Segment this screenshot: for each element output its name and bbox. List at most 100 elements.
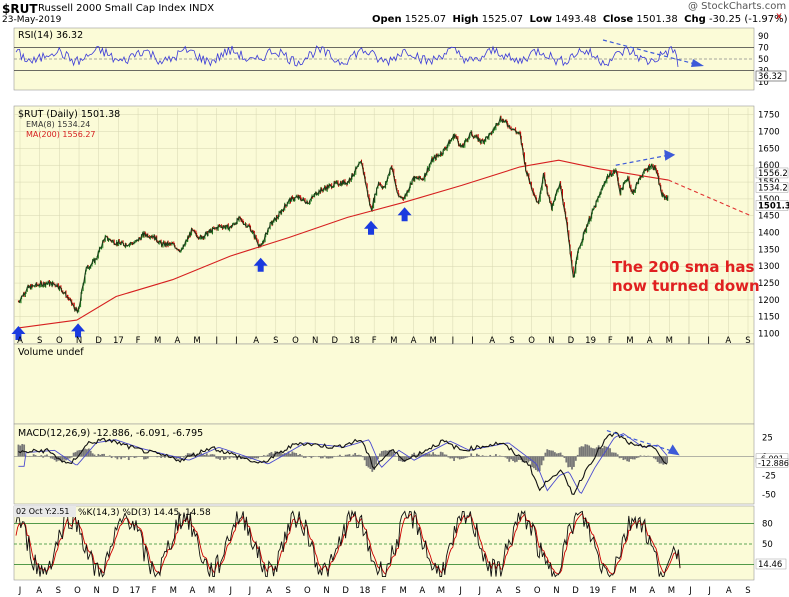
rsi-y-tick: 50 (758, 55, 769, 65)
price-x-tick: J (214, 336, 218, 346)
stoch-x-tick: 17 (130, 586, 141, 596)
price-x-tick: D (95, 336, 102, 346)
stoch-x-tick: M (438, 586, 445, 596)
stoch-panel (13, 505, 755, 581)
price-x-tick: A (489, 336, 495, 346)
stoch-x-tick: J (248, 586, 252, 596)
price-x-tick: O (292, 336, 299, 346)
price-x-tick: M (666, 336, 673, 346)
stoch-x-tick: M (208, 586, 215, 596)
price-y-tick: 1200 (758, 296, 780, 306)
support-arrow-icon (71, 323, 86, 338)
rsi-last-label: 36.32 (758, 72, 782, 82)
macd-y-tick: -50 (762, 490, 776, 500)
stoch-y-tick: 80 (762, 520, 773, 530)
stockcharts-logo[interactable]: @ StockCharts.com (688, 1, 787, 12)
price-right-label: 1501.3 (758, 201, 789, 211)
stoch-x-tick: F (152, 586, 157, 596)
price-y-tick: 1150 (758, 313, 780, 323)
chart-header: $RUT Russell 2000 Small Cap Index INDX 2… (0, 0, 789, 26)
trend-arrowhead-icon (664, 149, 676, 161)
stoch-x-tick: A (649, 586, 655, 596)
stoch-x-tick: F (611, 586, 616, 596)
stoch-x-tick: M (629, 586, 636, 596)
price-right-box (755, 182, 789, 193)
ema-legend: EMA(8) 1534.24 (26, 120, 90, 129)
chart-date: 23-May-2019 (2, 15, 62, 25)
ohlc-readout: Open 1525.07 High 1525.07 Low 1493.48 Cl… (372, 14, 788, 25)
macd-arrowhead-icon (667, 444, 680, 456)
price-y-tick: 1700 (758, 128, 780, 138)
stoch-x-tick: A (496, 586, 502, 596)
stoch-x-tick: O (304, 586, 311, 596)
stoch-right-label: 14.46 (758, 560, 782, 570)
macd-panel (13, 423, 755, 505)
stoch-x-tick: N (93, 586, 99, 596)
price-x-tick: D (332, 336, 339, 346)
price-x-tick: M (390, 336, 397, 346)
index-name: Russell 2000 Small Cap Index INDX (38, 3, 215, 14)
price-x-tick: N (548, 336, 554, 346)
price-line (18, 116, 669, 314)
stoch-x-tick: J (18, 586, 22, 596)
macd-y-tick: -25 (762, 471, 776, 481)
annotation-line-1: The 200 sma has (612, 258, 755, 276)
macd-right-box (755, 458, 789, 468)
macd-line (18, 431, 668, 496)
rsi-last-box (755, 70, 787, 82)
support-arrow-icon (364, 220, 379, 235)
stoch-x-tick: J (707, 586, 711, 596)
stoch-x-tick: J (478, 586, 482, 596)
price-right-label: 1556.2 (758, 169, 788, 179)
price-y-tick: 1100 (758, 330, 780, 340)
stoch-x-tick: D (113, 586, 120, 596)
price-x-tick: F (136, 336, 141, 346)
stoch-k-line (15, 509, 681, 578)
price-x-tick: F (372, 336, 377, 346)
price-x-tick: S (509, 336, 514, 346)
price-y-tick: 1500 (758, 195, 780, 205)
price-x-tick: F (608, 336, 613, 346)
price-trend-line (615, 155, 666, 166)
ma200-line (18, 159, 669, 329)
stoch-y-tick: 50 (762, 540, 773, 550)
volume-panel (13, 343, 755, 425)
stoch-x-tick: J (228, 586, 232, 596)
stoch-x-tick: F (382, 586, 387, 596)
annotation-line-2: now turned down (612, 277, 760, 295)
close-icon[interactable]: x (776, 11, 782, 22)
stoch-x-tick: N (323, 586, 329, 596)
stoch-x-tick: A (190, 586, 196, 596)
price-x-tick: M (430, 336, 437, 346)
macd-trend-line (606, 429, 670, 451)
price-x-tick: 18 (349, 336, 360, 346)
stoch-x-tick: M (668, 586, 675, 596)
rsi-title: RSI(14) 36.32 (18, 30, 83, 41)
stoch-x-tick: D (572, 586, 579, 596)
macd-y-tick: 25 (762, 433, 773, 443)
crosshair-box (14, 506, 76, 517)
rsi-y-tick: 10 (758, 78, 769, 88)
annotation-text: The 200 sma has now turned down (612, 258, 760, 296)
price-right-box (755, 200, 789, 211)
rsi-line (15, 45, 679, 67)
price-y-tick: 1300 (758, 262, 780, 272)
stoch-x-tick: A (266, 586, 272, 596)
stoch-x-tick: 18 (359, 586, 370, 596)
stoch-x-tick: A (419, 586, 425, 596)
stoch-x-tick: M (399, 586, 406, 596)
price-x-tick: J (451, 336, 455, 346)
price-x-tick: A (17, 336, 23, 346)
stoch-x-tick: S (56, 586, 61, 596)
ma-legend: MA(200) 1556.27 (26, 130, 96, 139)
price-x-tick: M (626, 336, 633, 346)
symbol: $RUT (2, 2, 38, 16)
price-right-box (755, 167, 789, 179)
price-x-tick: N (76, 336, 82, 346)
price-x-tick: A (725, 336, 731, 346)
support-arrow-icon (253, 257, 268, 272)
price-y-tick: 1400 (758, 229, 780, 239)
price-title: $RUT (Daily) 1501.38 (18, 109, 120, 120)
price-x-tick: 19 (585, 336, 596, 346)
